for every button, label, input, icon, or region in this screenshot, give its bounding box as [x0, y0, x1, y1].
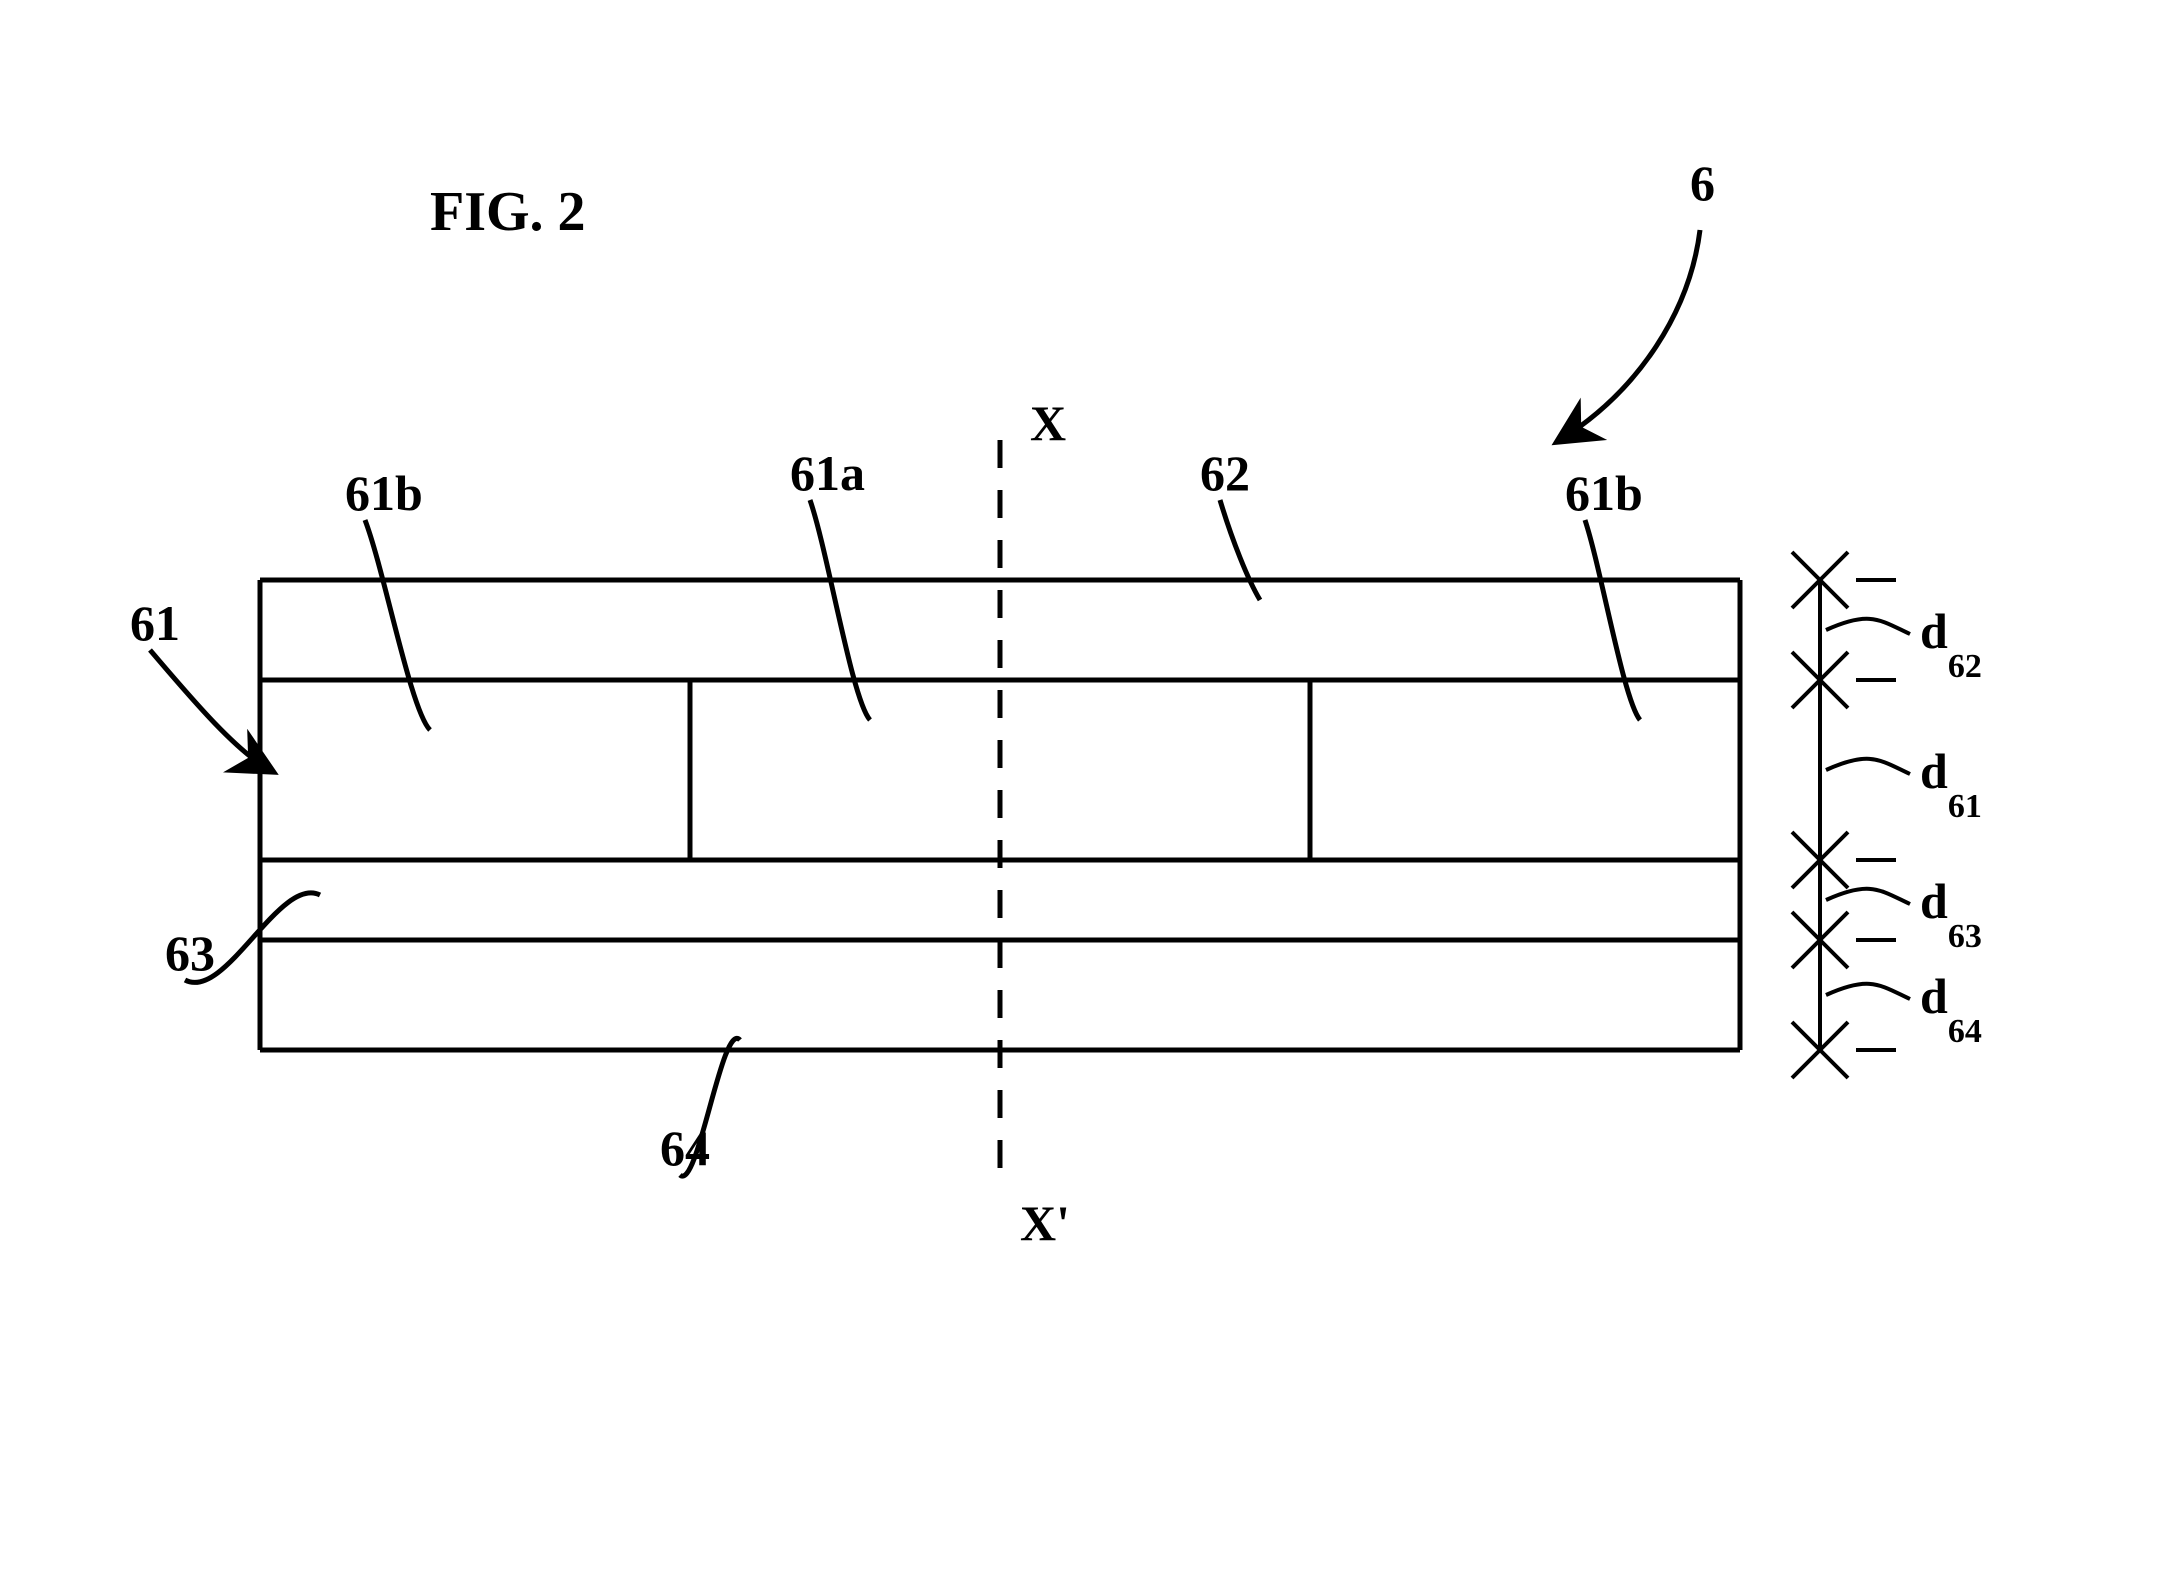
ref-l62: 62	[1200, 445, 1250, 501]
ref-leader	[1220, 500, 1260, 600]
ref-leader	[365, 520, 430, 730]
ref-l61a: 61a	[790, 445, 865, 501]
ref-l61b_right: 61b	[1565, 465, 1643, 521]
ref-l61b_left: 61b	[345, 465, 423, 521]
ref-leader	[810, 500, 870, 720]
ref-l61: 61	[130, 595, 180, 651]
dim-label-63: d63	[1920, 873, 1982, 955]
dimensions: d62 d61 d63 d64	[1792, 552, 1982, 1078]
figure-title: FIG. 2	[430, 181, 586, 243]
dim-leader	[1826, 889, 1910, 904]
ref-leader	[1585, 520, 1640, 720]
dim-label-61: d61	[1920, 743, 1982, 825]
dim-leader	[1826, 984, 1910, 999]
ref-leader	[150, 650, 270, 770]
ref-labels: 6161b61a6261b6364	[130, 445, 1643, 1176]
figure-canvas: FIG. 2 6 X X' 6161b61a6261b6364 d62d61d6…	[0, 0, 2172, 1577]
ref-l63: 63	[165, 925, 215, 981]
assembly-leader	[1560, 230, 1700, 440]
dim-label-64: d64	[1920, 968, 1982, 1050]
axis-bottom-label: X'	[1020, 1195, 1070, 1251]
assembly-ref: 6	[1690, 155, 1715, 211]
axis-top-label: X	[1030, 395, 1066, 451]
dim-leader	[1826, 619, 1910, 634]
dim-label-62: d62	[1920, 603, 1982, 685]
dim-leader	[1826, 759, 1910, 774]
